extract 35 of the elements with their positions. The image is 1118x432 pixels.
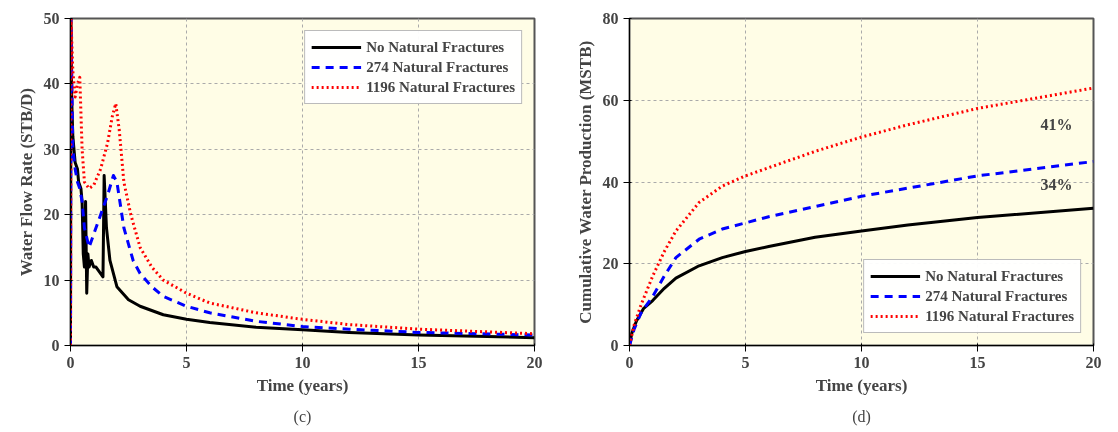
- x-tick-label: 0: [66, 353, 75, 371]
- y-tick-label: 0: [610, 337, 619, 354]
- text: (d): [852, 407, 871, 426]
- y-tick-label: 40: [602, 173, 619, 191]
- y-tick-label: 30: [43, 140, 60, 158]
- x-tick-label: 15: [410, 353, 427, 371]
- x-axis-title: Time (years): [256, 375, 349, 395]
- y-tick-label: 20: [43, 206, 60, 224]
- y-tick-label: 50: [43, 10, 60, 27]
- x-tick-label: 0: [625, 353, 634, 371]
- legend-label: 274 Natural Fractures: [366, 58, 509, 76]
- annotation: 34%: [1040, 176, 1073, 194]
- y-axis-title: Water Flow Rate (STB/D): [16, 88, 36, 277]
- legend-label: 1196 Natural Fractures: [925, 307, 1074, 325]
- x-tick-label: 10: [294, 353, 311, 371]
- y-tick-label: 80: [602, 10, 619, 27]
- x-tick-label: 5: [741, 353, 750, 371]
- x-tick-label: 15: [969, 353, 986, 371]
- legend-label: 274 Natural Fractures: [925, 287, 1068, 305]
- text: (c): [293, 407, 312, 426]
- x-tick-label: 20: [1085, 353, 1102, 371]
- y-tick-label: 60: [602, 91, 619, 109]
- y-tick-label: 0: [51, 337, 60, 354]
- y-axis-title: Cumulative Water Production (MSTB): [575, 40, 595, 324]
- x-axis-title: Time (years): [815, 375, 908, 395]
- y-tick-label: 10: [43, 271, 60, 289]
- x-tick-label: 10: [853, 353, 870, 371]
- legend-label: No Natural Fractures: [366, 38, 505, 56]
- annotation: 41%: [1040, 116, 1073, 134]
- x-tick-label: 5: [182, 353, 191, 371]
- x-tick-label: 20: [526, 353, 543, 371]
- legend-label: No Natural Fractures: [925, 267, 1064, 285]
- y-tick-label: 40: [43, 75, 60, 93]
- legend-label: 1196 Natural Fractures: [366, 78, 515, 96]
- y-tick-label: 20: [602, 255, 619, 273]
